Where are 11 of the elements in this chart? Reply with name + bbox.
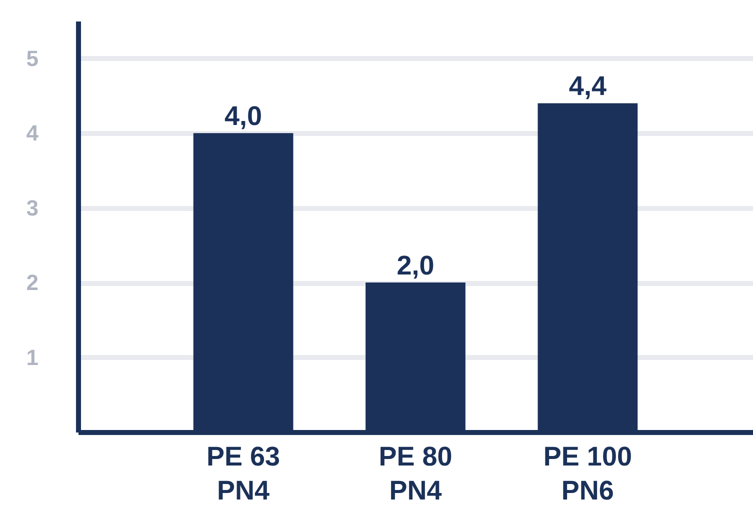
x-tick-label: PE 80 PN4 [378, 442, 452, 506]
data-label: 4,4 [568, 71, 606, 102]
y-tick-label: 3 [26, 195, 38, 220]
data-label: 2,0 [396, 250, 434, 281]
y-tick-label: 2 [26, 270, 38, 296]
y-tick-label: 4 [26, 120, 40, 146]
x-tick-label: PE 100 PN6 [543, 442, 632, 506]
x-tick-label: PE 63 PN4 [206, 442, 280, 506]
data-label: 4,0 [224, 101, 262, 132]
y-tick-label: 1 [26, 344, 38, 370]
y-tick-label: 5 [26, 46, 38, 71]
